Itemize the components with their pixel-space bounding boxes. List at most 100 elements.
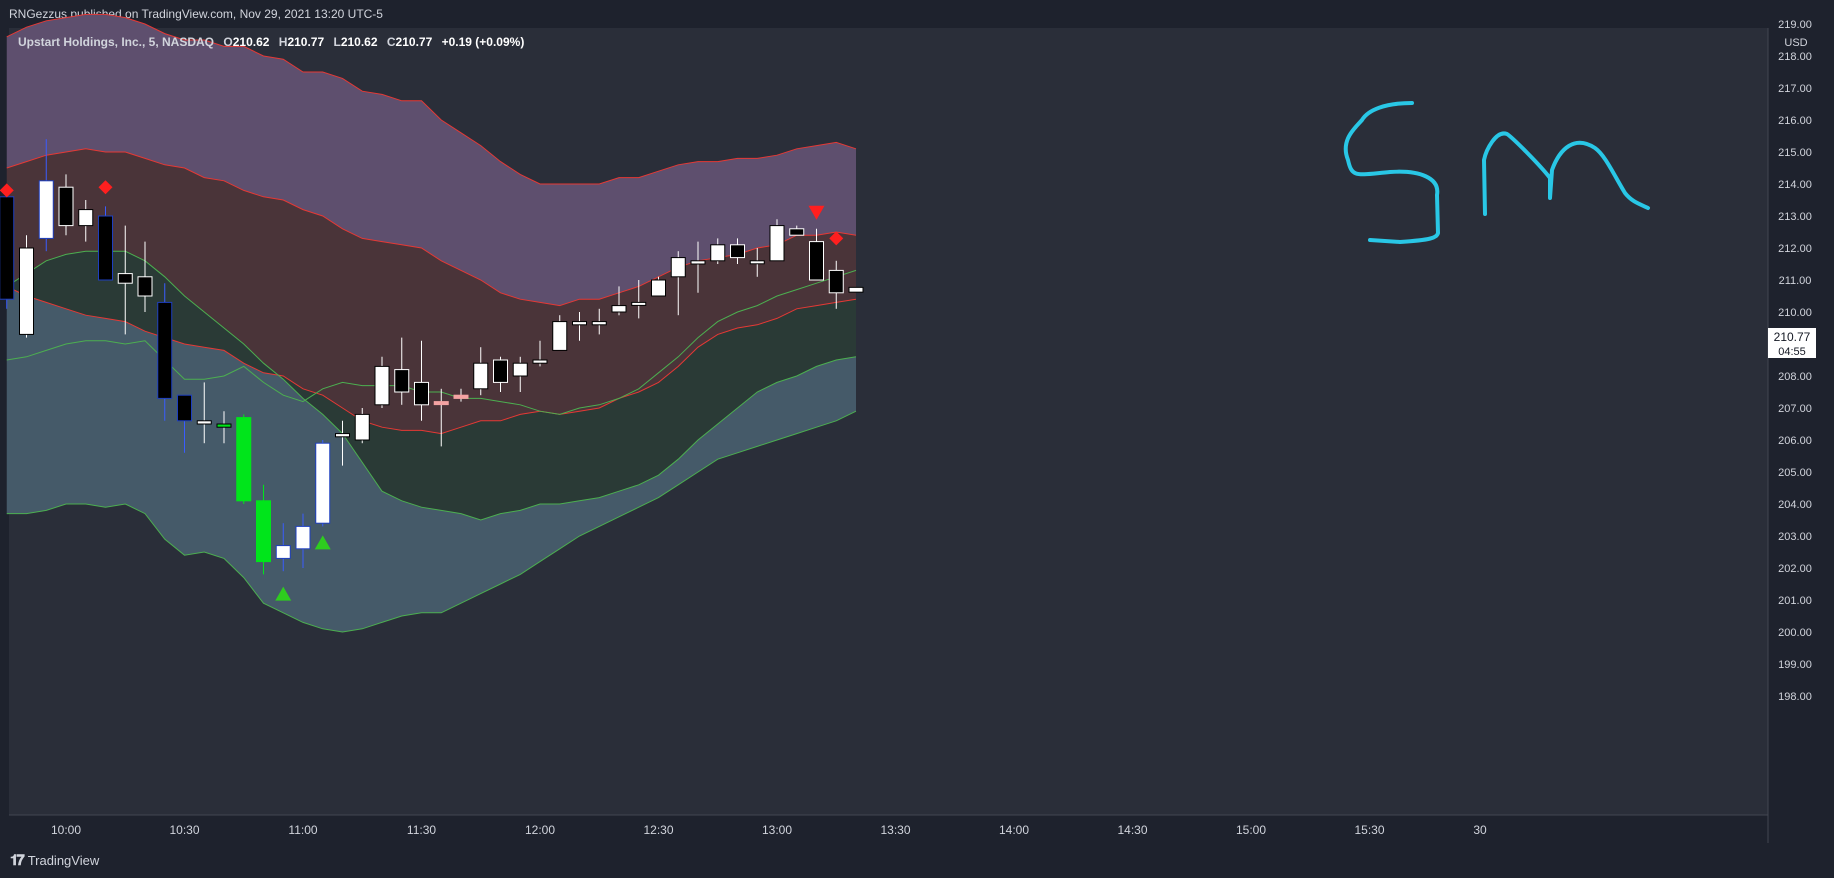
candle-body [335, 433, 350, 438]
candle-body [38, 180, 54, 239]
x-tick-label: 15:00 [1236, 823, 1266, 837]
candle-body [177, 394, 192, 422]
y-tick-label: 216.00 [1778, 115, 1812, 127]
candle [631, 280, 647, 319]
candle-body [769, 225, 785, 262]
candle [809, 228, 824, 281]
legend-high-label: H [279, 35, 288, 49]
candle-body [512, 362, 528, 377]
candle [216, 411, 232, 444]
green-upper-line [6, 269, 857, 415]
signals [0, 180, 844, 601]
x-tick-label: 30 [1473, 823, 1487, 837]
candle-body [789, 228, 805, 236]
x-tick-label: 11:30 [407, 823, 436, 837]
candle [433, 388, 449, 447]
candle-body [196, 420, 212, 425]
candle-body [157, 301, 173, 399]
legend-close: 210.77 [396, 35, 433, 49]
y-tick-label: 199.00 [1778, 659, 1812, 671]
legend-low-label: L [333, 35, 340, 49]
candle-body [236, 417, 252, 502]
candle [572, 312, 587, 341]
symbol-legend: Upstart Holdings, Inc., 5, NASDAQ O 210.6… [18, 35, 524, 49]
legend-open-label: O [223, 35, 232, 49]
candle-body [0, 196, 15, 300]
y-tick-label: 204.00 [1778, 499, 1812, 511]
candle-body [78, 209, 94, 227]
candle [117, 225, 133, 335]
candle [275, 523, 291, 572]
candle [0, 187, 15, 309]
candle [493, 356, 508, 392]
candle-body [295, 525, 311, 550]
candle [532, 340, 548, 367]
candle-body [710, 244, 726, 262]
x-tick-label: 13:30 [880, 823, 910, 837]
candle-body [690, 260, 706, 265]
candle [710, 238, 726, 264]
candle [473, 347, 489, 396]
red-upper-line [6, 13, 857, 185]
y-tick-label: 214.00 [1778, 179, 1812, 191]
svg-text:Upstart Holdings, Inc., 5, NAS: Upstart Holdings, Inc., 5, NASDAQ O 210.6… [18, 35, 524, 49]
x-tick-label: 12:00 [525, 823, 555, 837]
legend-low: 210.62 [341, 35, 378, 49]
y-tick-label: 207.00 [1778, 403, 1812, 415]
legend-change: +0.19 (+0.09%) [442, 35, 525, 49]
y-tick-label: 213.00 [1778, 211, 1812, 223]
candle-body [256, 500, 271, 563]
candle-body [591, 321, 607, 326]
signal-diamond [829, 231, 844, 246]
red-lower-line [6, 285, 857, 435]
candle-body [848, 286, 864, 293]
last-price-marker [1768, 328, 1816, 358]
candle [453, 388, 469, 402]
legend-symbol-name: Upstart Holdings, Inc., 5, NASDAQ [18, 35, 214, 49]
annotation-5m [1343, 101, 1650, 244]
currency-label: USD [1784, 37, 1807, 49]
candle [394, 337, 410, 405]
candle [315, 440, 331, 527]
candle [552, 315, 568, 351]
countdown-label: 04:55 [1778, 346, 1806, 358]
candle-body [137, 276, 153, 297]
signal-diamond [0, 183, 14, 198]
tradingview-brand[interactable]: 𝟏𝟕 TradingView [10, 852, 99, 869]
candle [295, 513, 311, 568]
candle [196, 382, 212, 444]
candle [78, 200, 94, 242]
candle [769, 219, 785, 262]
time-axis[interactable]: 10:00 10:30 11:00 11:30 12:00 12:30 13:00 13:30… [9, 814, 1768, 837]
x-tick-label: 12:30 [643, 823, 673, 837]
price-axis[interactable]: 198.00 199.00 200.00 201.00 202.00 203.00 204.… [1767, 19, 1816, 843]
candle-body [493, 359, 508, 383]
candle-body [749, 260, 765, 265]
y-tick-label: 206.00 [1778, 435, 1812, 447]
candle [670, 251, 686, 316]
candle-body [611, 305, 627, 313]
y-tick-label: 219.00 [1778, 19, 1812, 31]
y-tick-label: 202.00 [1778, 563, 1812, 575]
candle-body [414, 381, 429, 406]
x-tick-label: 10:00 [51, 823, 81, 837]
green-lower-line [6, 410, 857, 633]
x-tick-label: 10:30 [169, 823, 199, 837]
candles [0, 139, 864, 575]
candle-body [631, 301, 647, 306]
tradingview-logo-icon: 𝟏𝟕 [10, 852, 25, 869]
last-price-label: 210.77 [1774, 330, 1811, 344]
candle-body [19, 247, 34, 335]
candle-body [473, 362, 489, 390]
candle [730, 238, 745, 264]
candle-body [809, 241, 824, 281]
candle-body [374, 365, 390, 406]
y-tick-label: 200.00 [1778, 627, 1812, 639]
candle [690, 241, 706, 293]
x-tick-label: 11:00 [288, 823, 317, 837]
y-tick-label: 205.00 [1778, 467, 1812, 479]
candle-body [216, 423, 232, 428]
y-tick-label: 210.00 [1778, 307, 1812, 319]
y-tick-label: 212.00 [1778, 243, 1812, 255]
